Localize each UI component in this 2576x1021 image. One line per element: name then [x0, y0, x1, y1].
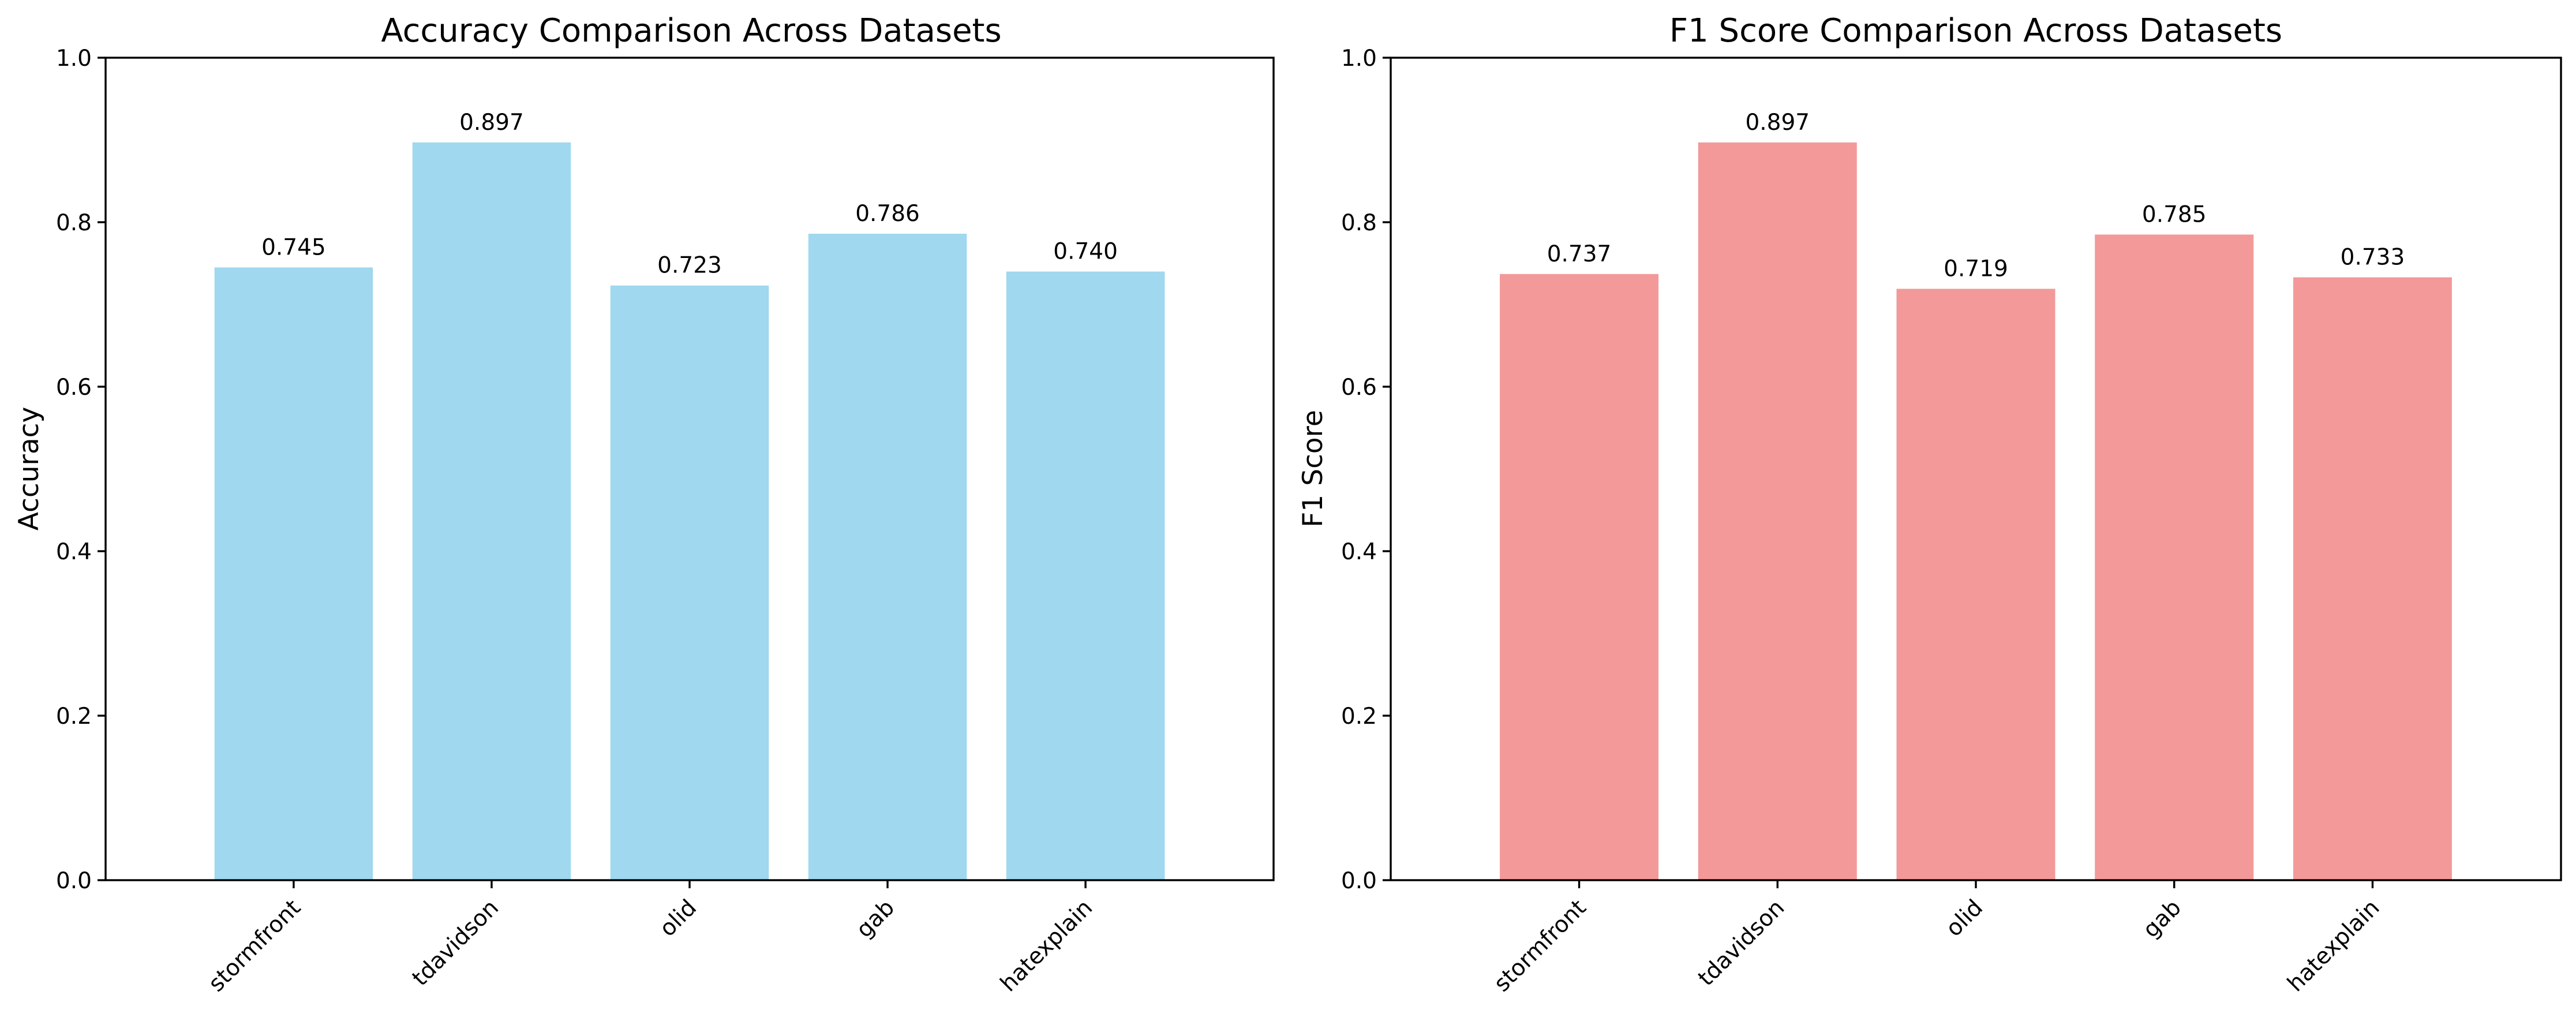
bar-value-label: 0.786	[855, 201, 920, 227]
y-tick-label: 0.0	[1341, 868, 1377, 894]
chart-title: F1 Score Comparison Across Datasets	[1669, 12, 2282, 50]
y-tick-label: 0.2	[56, 704, 92, 730]
bar-olid	[610, 285, 769, 881]
bar-value-label: 0.897	[1745, 110, 1810, 136]
bar-value-label: 0.737	[1547, 241, 1612, 267]
y-tick-label: 0.4	[1341, 539, 1377, 565]
plot-area: 0.737 0.897 0.719 0.785 0.733 0.0 0.2 0.4 0.6 0.8…	[1341, 46, 2452, 997]
bar-value-label: 0.897	[459, 110, 524, 136]
bar-value-label: 0.745	[261, 234, 326, 260]
chart-title: Accuracy Comparison Across Datasets	[381, 12, 1001, 50]
bar-value-label: 0.723	[657, 253, 722, 279]
y-tick-label: 0.6	[56, 375, 92, 401]
bar-gab	[2095, 234, 2254, 880]
y-axis-label: F1 Score	[1297, 410, 1329, 528]
y-tick-label: 0.6	[1341, 375, 1377, 401]
f1-score-chart: F1 Score Comparison Across Datasets F1 S…	[1297, 12, 2562, 997]
bar-gab	[808, 233, 967, 881]
accuracy-chart: Accuracy Comparison Across Datasets Accu…	[13, 12, 1275, 997]
bar-tdavidson	[1698, 142, 1857, 880]
y-axis-label: Accuracy	[13, 407, 45, 531]
bar-stormfront	[214, 267, 373, 880]
plot-area: 0.745 0.897 0.723 0.786 0.740 0.0 0.2 0.4 0.6 0.8…	[56, 46, 1165, 997]
bar-olid	[1896, 289, 2055, 880]
y-tick-label: 0.2	[1341, 704, 1377, 730]
y-tick-label: 0.8	[56, 210, 92, 236]
bar-value-label: 0.785	[2142, 201, 2207, 227]
bar-tdavidson	[412, 142, 571, 880]
bar-stormfront	[1500, 274, 1659, 880]
bar-hatexplain	[1006, 271, 1165, 880]
y-tick-label: 1.0	[1341, 46, 1377, 72]
y-tick-label: 1.0	[56, 46, 92, 72]
y-tick-label: 0.4	[56, 539, 92, 565]
axis-frame	[1390, 57, 2562, 881]
bar-value-label: 0.733	[2341, 244, 2405, 270]
bar-value-label: 0.719	[1944, 256, 2008, 282]
bar-value-label: 0.740	[1053, 239, 1118, 265]
y-tick-label: 0.0	[56, 868, 92, 894]
y-tick-label: 0.8	[1341, 210, 1377, 236]
axis-frame	[104, 57, 1275, 881]
bar-hatexplain	[2293, 277, 2452, 881]
